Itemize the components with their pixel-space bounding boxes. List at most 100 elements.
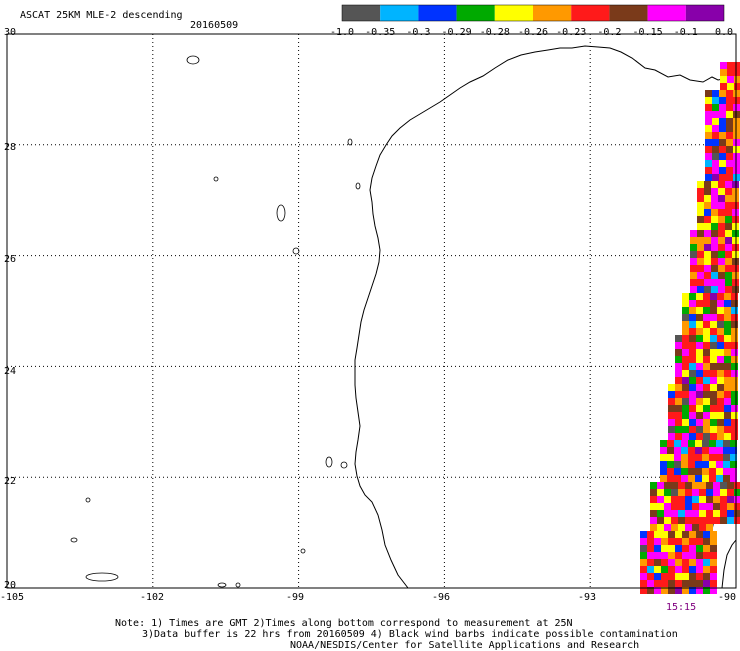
swath-cell: [718, 188, 725, 195]
swath-cell: [720, 76, 727, 83]
swath-cell: [727, 76, 734, 83]
swath-cell: [674, 454, 681, 461]
swath-cell: [731, 384, 738, 391]
swath-cell: [675, 426, 682, 433]
swath-cell: [734, 69, 740, 76]
swath-cell: [696, 293, 703, 300]
swath-cell: [704, 272, 711, 279]
swath-cell: [703, 566, 710, 573]
swath-cell: [723, 475, 730, 482]
swath-cell: [724, 419, 731, 426]
swath-cell: [668, 384, 675, 391]
swath-cell: [731, 405, 738, 412]
swath-cell: [703, 377, 710, 384]
swath-cell: [685, 482, 692, 489]
swath-cell: [712, 146, 719, 153]
swath-cell: [704, 279, 711, 286]
swath-cell: [695, 475, 702, 482]
swath-cell: [696, 426, 703, 433]
swath-cell: [718, 181, 725, 188]
swath-cell: [710, 559, 717, 566]
swath-cell: [710, 531, 717, 538]
swath-cell: [688, 475, 695, 482]
swath-cell: [682, 300, 689, 307]
swath-cell: [726, 111, 733, 118]
swath-cell: [697, 223, 704, 230]
swath-cell: [654, 531, 661, 538]
swath-cell: [689, 377, 696, 384]
swath-cell: [681, 475, 688, 482]
swath-cell: [671, 510, 678, 517]
swath-cell: [725, 195, 732, 202]
swath-cell: [716, 447, 723, 454]
swath-cell: [717, 384, 724, 391]
swath-cell: [682, 363, 689, 370]
swath-cell: [671, 489, 678, 496]
swath-cell: [719, 174, 726, 181]
swath-cell: [681, 454, 688, 461]
swath-cell: [654, 538, 661, 545]
swath-cell: [712, 153, 719, 160]
swath-cell: [685, 496, 692, 503]
swath-cell: [690, 230, 697, 237]
swath-cell: [724, 300, 731, 307]
swath-cell: [705, 174, 712, 181]
swath-cell: [724, 398, 731, 405]
swath-cell: [696, 559, 703, 566]
swath-cell: [640, 559, 647, 566]
swath-cell: [657, 482, 664, 489]
swath-cell: [703, 328, 710, 335]
colorbar-segment: [685, 5, 724, 21]
colorbar-frame: [341, 4, 725, 22]
lon-label-93: -93: [578, 592, 597, 603]
swath-cell: [712, 125, 719, 132]
swath-cell: [712, 90, 719, 97]
swath-cell: [717, 335, 724, 342]
swath-cell: [710, 300, 717, 307]
swath-cell: [699, 510, 706, 517]
swath-cell: [710, 587, 717, 594]
swath-cell: [696, 370, 703, 377]
swath-cell: [675, 559, 682, 566]
island-outline: [355, 182, 361, 190]
swath-cell: [720, 69, 727, 76]
swath-cell: [681, 461, 688, 468]
swath-cell: [724, 293, 731, 300]
swath-cell: [720, 62, 727, 69]
swath-cell: [689, 370, 696, 377]
swath-cell: [731, 321, 738, 328]
swath-cell: [719, 90, 726, 97]
swath-cell: [710, 566, 717, 573]
swath-cell: [682, 545, 689, 552]
swath-cell: [704, 195, 711, 202]
product-date: 20160509: [190, 20, 239, 31]
swath-cell: [726, 90, 733, 97]
swath-cell: [689, 391, 696, 398]
swath-cell: [716, 461, 723, 468]
swath-cell: [654, 580, 661, 587]
island-outline: [186, 55, 200, 65]
swath-cell: [667, 447, 674, 454]
swath-cell: [717, 356, 724, 363]
swath-cell: [705, 111, 712, 118]
swath-cell: [682, 405, 689, 412]
swath-cell: [696, 335, 703, 342]
swath-cell: [710, 349, 717, 356]
swath-cell: [711, 202, 718, 209]
note-line-2: 3)Data buffer is 22 hrs from 20160509 4)…: [142, 629, 678, 640]
swath-cell: [688, 454, 695, 461]
swath-cell: [682, 538, 689, 545]
lat-label-30: 30: [4, 27, 17, 38]
swath-cell: [710, 370, 717, 377]
colorbar-tick-label: -1.0: [330, 27, 354, 38]
swath-cell: [718, 230, 725, 237]
swath-cell: [730, 447, 737, 454]
swath-cell: [710, 538, 717, 545]
swath-cell: [705, 167, 712, 174]
swath-cell: [724, 384, 731, 391]
swath-cell: [689, 419, 696, 426]
swath-cell: [703, 363, 710, 370]
swath-cell: [681, 440, 688, 447]
swath-cell: [692, 482, 699, 489]
swath-cell: [647, 538, 654, 545]
